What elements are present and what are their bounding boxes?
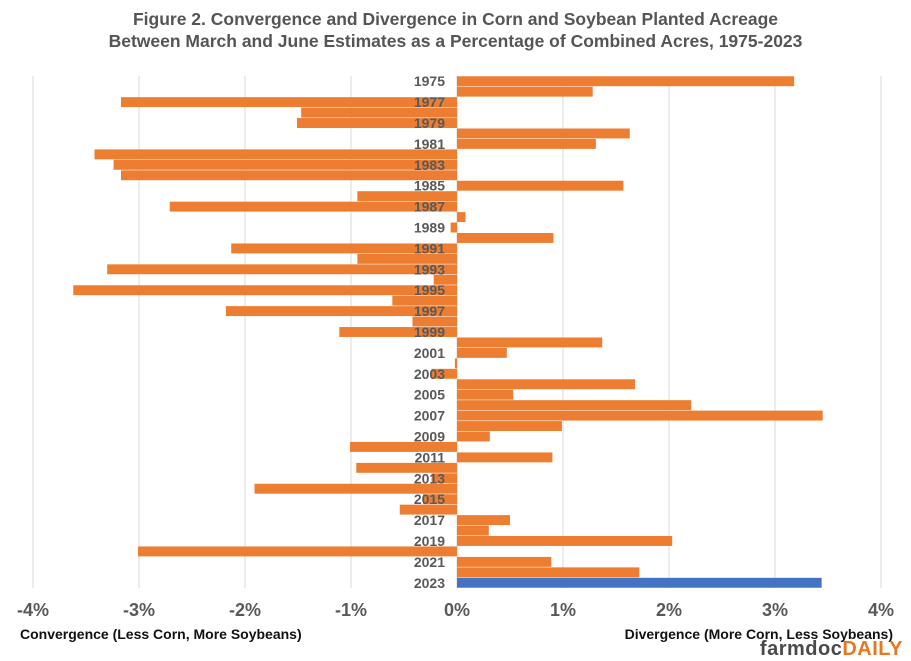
x-tick-label-0: -4%: [17, 600, 49, 620]
bar-1989: [450, 222, 457, 233]
category-label-1987: 1987: [414, 199, 445, 215]
category-label-2011: 2011: [415, 449, 446, 465]
bar-1982: [94, 149, 457, 160]
x-tick-label-3: -1%: [335, 600, 367, 620]
bar-1983: [113, 159, 457, 170]
bar-1993: [107, 264, 457, 275]
x-tick-labels: -4% -3% -2% -1% 0% 1% 2% 3% 4%: [17, 600, 894, 620]
bar-2005: [457, 389, 514, 400]
bars: [73, 76, 823, 588]
bar-1991: [231, 243, 457, 254]
chart-title: Figure 2. Convergence and Divergence in …: [0, 8, 911, 52]
category-label-1981: 1981: [414, 136, 445, 152]
category-label-1995: 1995: [414, 282, 445, 298]
bar-2002: [454, 358, 457, 369]
category-labels: 1975 1977 1979 1981 1983 1985 1987 1989 1991 1993…: [414, 73, 445, 591]
x-tick-label-6: 2%: [656, 600, 682, 620]
bar-1977: [120, 97, 457, 108]
bar-2019: [457, 536, 673, 546]
bar-2008: [457, 421, 562, 432]
bar-2003: [431, 368, 457, 379]
bar-1987: [169, 201, 458, 212]
bar-1999: [339, 327, 457, 337]
divergence-label: Divergence (More Corn, Less Soybeans): [624, 626, 893, 642]
bar-1994: [433, 274, 457, 285]
category-label-2003: 2003: [414, 366, 445, 382]
bar-1986: [357, 191, 457, 202]
bar-2001: [457, 347, 507, 358]
category-label-2001: 2001: [414, 345, 445, 361]
category-label-1979: 1979: [414, 115, 445, 131]
bar-2022: [457, 567, 640, 578]
category-label-1993: 1993: [414, 261, 445, 277]
bar-1997: [225, 306, 457, 317]
bar-2009: [457, 431, 490, 442]
bar-1980: [457, 128, 630, 139]
category-label-2007: 2007: [414, 408, 445, 424]
category-label-1977: 1977: [414, 94, 445, 110]
bar-1985: [457, 180, 624, 191]
bar-1992: [357, 253, 457, 264]
farmdoc-daily-logo: farmdocDAILY: [760, 638, 903, 661]
bar-2023: [457, 577, 822, 588]
bar-2016: [399, 504, 457, 515]
category-label-1989: 1989: [414, 220, 445, 236]
logo-part1: farmdoc: [759, 638, 843, 660]
bar-2013: [431, 473, 457, 484]
bar-1990: [457, 232, 554, 243]
category-label-1985: 1985: [414, 178, 445, 194]
bar-1995: [73, 285, 457, 296]
logo-part2: DAILY: [842, 638, 903, 660]
category-label-2013: 2013: [414, 470, 445, 486]
category-label-2015: 2015: [414, 491, 445, 507]
bar-2021: [457, 556, 552, 567]
category-label-2021: 2021: [414, 554, 445, 570]
x-tick-label-7: 3%: [762, 600, 788, 620]
x-tick-label-4: 0%: [444, 600, 470, 620]
convergence-label: Convergence (Less Corn, More Soybeans): [20, 626, 302, 642]
chart-title-line2: Between March and June Estimates as a Pe…: [108, 31, 803, 51]
x-tick-label-2: -2%: [229, 600, 261, 620]
bar-1978: [301, 107, 457, 118]
bar-1988: [457, 212, 466, 223]
category-label-1975: 1975: [414, 73, 445, 89]
category-label-1997: 1997: [414, 303, 445, 319]
category-label-2017: 2017: [414, 512, 445, 528]
bar-2011: [457, 452, 553, 463]
bar-1998: [412, 316, 457, 327]
category-label-1999: 1999: [414, 324, 445, 340]
bar-1976: [457, 86, 593, 97]
category-label-2023: 2023: [414, 575, 445, 591]
bar-1975: [457, 76, 795, 87]
x-tick-label-1: -3%: [123, 600, 155, 620]
bar-2020: [137, 546, 457, 557]
x-tick-label-8: 4%: [868, 600, 894, 620]
bar-2014: [254, 483, 457, 494]
bar-1984: [120, 170, 457, 181]
chart-title-line1: Figure 2. Convergence and Divergence in …: [132, 9, 779, 29]
bar-2010: [349, 441, 457, 452]
category-label-2005: 2005: [414, 387, 445, 403]
category-label-2009: 2009: [414, 428, 445, 444]
bar-2015: [423, 494, 457, 505]
bar-1996: [392, 295, 457, 306]
category-label-1991: 1991: [414, 240, 445, 256]
category-label-1983: 1983: [414, 157, 445, 173]
bar-2018: [457, 525, 489, 536]
x-tick-label-5: 1%: [550, 600, 576, 620]
bar-2017: [457, 515, 510, 526]
bar-2000: [457, 337, 603, 348]
bar-2012: [356, 462, 457, 473]
bar-2007: [457, 410, 823, 421]
bar-1981: [457, 138, 596, 149]
bar-2004: [457, 379, 636, 390]
category-label-2019: 2019: [414, 533, 445, 549]
bar-1979: [296, 118, 457, 128]
bar-2006: [457, 400, 692, 411]
